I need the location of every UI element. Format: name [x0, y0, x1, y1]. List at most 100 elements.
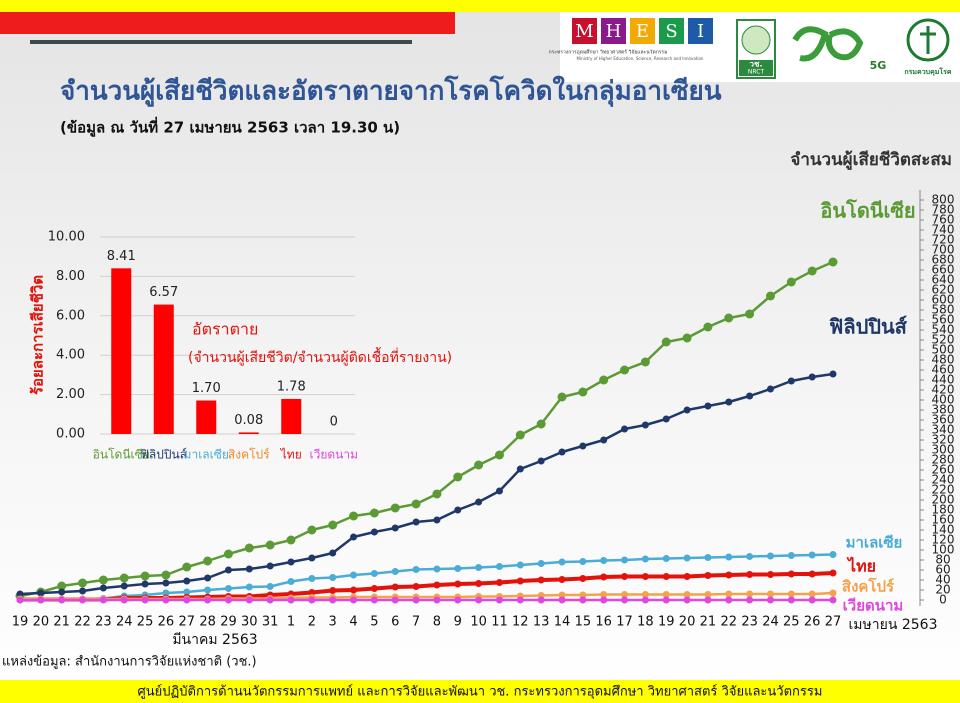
data-point [766, 596, 774, 604]
data-point [516, 577, 524, 585]
x-tick-label: 22 [720, 615, 737, 630]
x-tick-label: 20 [679, 615, 696, 630]
y-tick-label: 460 [932, 363, 955, 377]
data-point [204, 586, 212, 594]
data-point [329, 574, 337, 581]
data-point [746, 596, 754, 604]
data-point [37, 589, 45, 597]
mhesi-letter: H [606, 21, 622, 42]
data-point [266, 562, 274, 570]
data-point [16, 596, 24, 604]
x-tick-label: 4 [349, 615, 357, 630]
data-point [786, 277, 796, 287]
y-tick-label: 340 [932, 423, 955, 437]
data-point [203, 556, 213, 566]
y-tick-label: 40 [935, 573, 950, 587]
data-point [683, 596, 691, 604]
data-point [808, 551, 816, 559]
y-tick-label: 560 [932, 313, 955, 327]
mhesi-box [630, 18, 655, 44]
bar [281, 398, 302, 434]
bar [111, 268, 132, 434]
mhesi-letter: S [665, 21, 677, 42]
series-line [19, 260, 834, 598]
data-point [328, 520, 338, 530]
data-point [662, 573, 670, 580]
data-point [57, 581, 67, 591]
data-point [766, 552, 774, 560]
data-point [369, 508, 379, 518]
source: แหล่งข้อมูล: สำนักงานการวิจัยแห่งชาติ (ว… [2, 655, 257, 670]
data-point [537, 596, 545, 604]
value-label: 6.57 [149, 285, 178, 300]
y-tick-label: 140 [932, 523, 955, 537]
data-point [265, 540, 275, 550]
y-axis-title: จำนวนผู้เสียชีวิตสะสม [790, 149, 952, 171]
data-point [475, 564, 483, 571]
data-point [140, 571, 150, 581]
x-tick-label: 1 [287, 615, 295, 630]
y-tick-label: 380 [932, 403, 955, 417]
y-tick-label: 0 [939, 593, 947, 607]
y-tick-label: 8.00 [56, 269, 85, 284]
data-point [162, 596, 170, 604]
y-tick-label: 420 [932, 383, 955, 397]
data-point [746, 571, 754, 578]
data-point [621, 573, 629, 580]
data-point [704, 554, 712, 561]
mhesi-box [572, 18, 597, 44]
data-point [370, 596, 378, 604]
data-point [307, 525, 317, 535]
data-point [683, 573, 691, 580]
y-tick-label: 6.00 [56, 308, 85, 323]
value-label: 0.08 [234, 413, 263, 428]
y-tick-label: 2.00 [56, 387, 85, 402]
data-point [433, 596, 441, 604]
data-point [682, 333, 692, 343]
y-tick-label: 4.00 [56, 348, 85, 363]
x-tick-label: 29 [220, 615, 237, 630]
x-tick-label: 3 [329, 615, 337, 630]
data-point [58, 588, 66, 596]
y-tick-label: 10.00 [48, 230, 85, 245]
data-point [579, 596, 587, 604]
data-point [244, 543, 254, 553]
data-point [391, 596, 399, 604]
y-axis-title: ร้อยละการเสียชีวิต [29, 275, 47, 395]
y-tick-label: 780 [932, 203, 955, 217]
x-tick-label: 9 [454, 615, 462, 630]
x-tick-label: 23 [95, 615, 112, 630]
data-point [745, 309, 755, 319]
data-point [432, 489, 442, 499]
series-label: อินโดนีเซีย [820, 199, 915, 223]
data-point [600, 557, 608, 564]
data-point [204, 596, 212, 604]
annotation-detail: (จำนวนผู้เสียชีวิต/จำนวนผู้ติดเชื้อที่รา… [188, 347, 452, 366]
y-tick-label: 520 [932, 333, 955, 347]
y-tick-label: 720 [932, 233, 955, 247]
y-tick-label: 60 [935, 563, 950, 577]
x-tick-label: 19 [12, 615, 29, 630]
data-point [308, 575, 316, 582]
subtitle: (ข้อมูล ณ วันที่ 27 เมษายน 2563 เวลา 19.… [60, 117, 400, 138]
data-point [808, 596, 816, 604]
x-tick-label: 8 [433, 615, 441, 630]
data-point [725, 571, 733, 579]
ddc-mark [920, 26, 936, 54]
y-tick-label: 580 [932, 303, 955, 317]
data-point [161, 570, 171, 580]
data-point [224, 596, 232, 604]
y-tick-label: 640 [932, 273, 955, 287]
y-tick-label: 0.00 [56, 427, 85, 442]
data-point [495, 596, 503, 604]
y-tick-label: 180 [932, 503, 955, 517]
data-point [287, 578, 295, 585]
x-tick-label: ไทย [280, 448, 302, 462]
title: จำนวนผู้เสียชีวิตและอัตราตายจากโรคโควิดใ… [60, 75, 722, 108]
data-point [204, 574, 212, 582]
data-point [640, 357, 650, 367]
y-tick-label: 500 [932, 343, 955, 357]
y-tick-label: 700 [932, 243, 955, 257]
data-point [558, 591, 566, 599]
data-point [370, 570, 378, 577]
